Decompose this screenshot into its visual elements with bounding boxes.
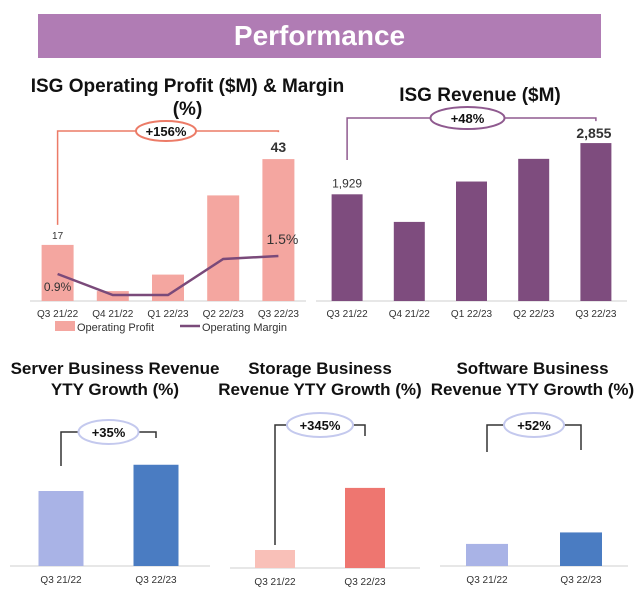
profit-bar — [262, 159, 295, 301]
growth-bar — [466, 543, 508, 566]
chart-title-software: Software Business Revenue YTY Growth (%) — [430, 359, 635, 399]
growth-annotation-label: +345% — [300, 418, 341, 433]
x-tick-label: Q4 21/22 — [389, 309, 431, 320]
x-tick-label: Q1 22/23 — [147, 309, 189, 320]
x-tick-label: Q3 22/23 — [135, 575, 177, 586]
growth-annotation-oval — [135, 120, 197, 142]
x-tick-label: Q3 22/23 — [575, 309, 617, 320]
growth-annotation-oval — [286, 412, 354, 438]
data-label: 43 — [271, 139, 287, 155]
revenue-bar — [393, 221, 425, 301]
growth-annotation-label: +52% — [517, 418, 551, 433]
data-label: 17 — [52, 231, 64, 242]
revenue-bar — [456, 181, 487, 301]
x-tick-label: Q3 21/22 — [40, 575, 82, 586]
legend-label: Operating Profit — [77, 322, 154, 334]
data-label: 0.9% — [44, 280, 72, 294]
revenue-bar — [580, 143, 612, 301]
legend-label: Operating Margin — [202, 322, 287, 334]
margin-line — [57, 254, 279, 297]
growth-bracket — [56, 130, 280, 225]
profit-bar — [41, 244, 74, 301]
x-tick-label: Q3 22/23 — [344, 577, 386, 588]
x-tick-label: Q3 22/23 — [258, 309, 300, 320]
x-tick-label: Q3 21/22 — [37, 309, 79, 320]
growth-annotation-oval — [77, 419, 140, 445]
data-label: 1,929 — [332, 176, 362, 190]
chart-title-operating-profit: ISG Operating Profit ($M) & Margin (%) — [30, 76, 345, 120]
x-tick-label: Q1 22/23 — [451, 309, 493, 320]
chart-title-server: Server Business Revenue YTY Growth (%) — [10, 359, 220, 399]
x-tick-label: Q2 22/23 — [513, 309, 555, 320]
growth-bar — [38, 491, 84, 566]
growth-annotation-label: +35% — [92, 425, 126, 440]
profit-bar — [207, 195, 240, 301]
legend-swatch-profit — [55, 321, 75, 331]
x-tick-label: Q3 21/22 — [254, 577, 296, 588]
x-tick-label: Q2 22/23 — [203, 309, 245, 320]
growth-bar — [345, 487, 385, 568]
growth-annotation-label: +48% — [451, 111, 485, 126]
growth-annotation-oval — [429, 106, 506, 130]
growth-bar — [560, 532, 602, 566]
chart-title-storage: Storage Business Revenue YTY Growth (%) — [218, 359, 422, 399]
data-label: 2,855 — [576, 125, 611, 141]
revenue-bar — [331, 194, 363, 301]
revenue-bar — [518, 158, 550, 301]
growth-annotation-oval — [503, 412, 565, 438]
performance-banner: Performance — [38, 14, 601, 58]
growth-annotation-label: +156% — [146, 124, 187, 139]
x-tick-label: Q3 21/22 — [327, 309, 369, 320]
x-tick-label: Q3 21/22 — [466, 575, 508, 586]
x-tick-label: Q3 22/23 — [560, 575, 602, 586]
x-tick-label: Q4 21/22 — [92, 309, 134, 320]
chart-title-revenue: ISG Revenue ($M) — [399, 85, 561, 106]
growth-bar — [255, 550, 295, 568]
growth-bar — [133, 464, 179, 566]
page-title: Performance — [233, 20, 406, 51]
data-label: 1.5% — [266, 231, 298, 247]
